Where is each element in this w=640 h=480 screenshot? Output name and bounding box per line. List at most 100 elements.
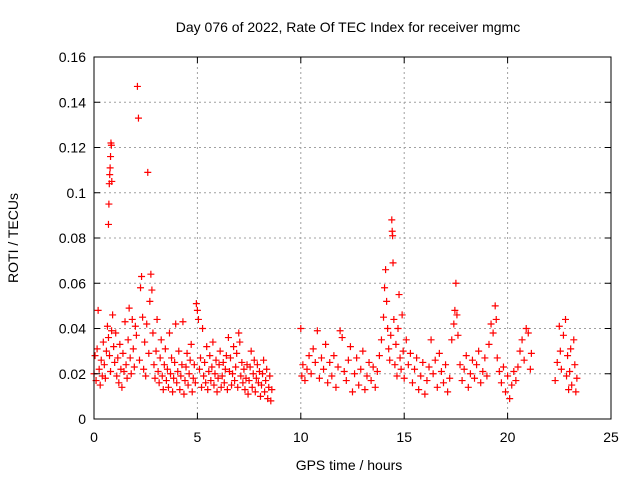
data-point — [182, 363, 190, 371]
data-point — [167, 370, 175, 378]
data-point — [230, 343, 238, 351]
plot-frame — [93, 56, 612, 420]
y-tick-label: 0.14 — [59, 94, 86, 110]
data-point — [373, 367, 381, 375]
data-point — [512, 377, 520, 385]
data-point — [524, 329, 532, 337]
data-point — [396, 354, 404, 362]
data-point — [453, 311, 461, 319]
data-point — [108, 327, 116, 335]
data-point — [567, 345, 575, 353]
data-point — [334, 363, 342, 371]
data-point — [307, 370, 315, 378]
data-point — [309, 345, 317, 353]
data-point — [165, 329, 173, 337]
data-point — [133, 82, 141, 90]
data-point — [367, 377, 375, 385]
data-point — [170, 374, 178, 382]
data-point — [159, 386, 167, 394]
data-point — [127, 370, 135, 378]
data-point — [200, 372, 208, 380]
data-point — [109, 311, 117, 319]
data-point — [311, 358, 319, 366]
data-point — [218, 372, 226, 380]
data-point — [236, 338, 244, 346]
data-point — [375, 352, 383, 360]
data-point — [154, 367, 162, 375]
data-point — [429, 370, 437, 378]
data-point — [197, 354, 205, 362]
data-point — [184, 381, 192, 389]
data-point — [446, 374, 454, 382]
data-point — [397, 365, 405, 373]
data-point — [456, 361, 464, 369]
data-point — [340, 367, 348, 375]
data-point — [129, 345, 137, 353]
data-point — [215, 361, 223, 369]
data-point — [249, 370, 257, 378]
data-point — [365, 358, 373, 366]
data-point — [96, 381, 104, 389]
data-point — [415, 386, 423, 394]
data-point — [495, 367, 503, 375]
data-point — [121, 318, 129, 326]
data-point — [216, 347, 224, 355]
x-tick-label: 5 — [194, 429, 202, 445]
data-point — [487, 320, 495, 328]
data-point — [380, 313, 388, 321]
data-point — [481, 354, 489, 362]
data-point — [458, 377, 466, 385]
data-point — [252, 374, 260, 382]
data-point — [516, 347, 524, 355]
data-point — [322, 340, 330, 348]
data-point — [559, 331, 567, 339]
data-point — [483, 372, 491, 380]
data-point — [393, 372, 401, 380]
data-point — [263, 365, 271, 373]
data-point — [202, 379, 210, 387]
data-point — [128, 315, 136, 323]
data-point — [253, 361, 261, 369]
data-point — [492, 315, 500, 323]
data-point — [107, 153, 115, 161]
data-point — [402, 336, 410, 344]
data-point — [191, 379, 199, 387]
data-point — [141, 338, 149, 346]
data-point — [228, 381, 236, 389]
data-point — [473, 361, 481, 369]
data-point — [256, 392, 264, 400]
data-point — [211, 370, 219, 378]
data-point — [131, 322, 139, 330]
y-tick-label: 0.06 — [59, 275, 86, 291]
data-point — [214, 374, 222, 382]
data-point — [126, 354, 134, 362]
data-point — [564, 352, 572, 360]
data-point — [421, 390, 429, 398]
data-point — [454, 331, 462, 339]
data-point — [427, 336, 435, 344]
data-point — [124, 336, 132, 344]
data-point — [160, 361, 168, 369]
data-point — [313, 327, 321, 335]
data-point — [477, 379, 485, 387]
data-point — [385, 345, 393, 353]
y-tick-label: 0 — [78, 411, 86, 427]
data-point — [404, 361, 412, 369]
data-point — [267, 397, 275, 405]
data-point — [201, 358, 209, 366]
data-point — [259, 370, 267, 378]
data-point — [497, 379, 505, 387]
data-point — [213, 388, 221, 396]
data-point — [562, 315, 570, 323]
data-point — [107, 367, 115, 375]
data-point — [135, 356, 143, 364]
data-point — [106, 352, 114, 360]
data-point — [99, 338, 107, 346]
data-point — [115, 379, 123, 387]
data-point — [359, 347, 367, 355]
y-tick-label: 0.16 — [59, 49, 86, 65]
data-point — [192, 300, 200, 308]
data-point — [139, 313, 147, 321]
data-point — [229, 370, 237, 378]
x-tick-label: 20 — [500, 429, 516, 445]
